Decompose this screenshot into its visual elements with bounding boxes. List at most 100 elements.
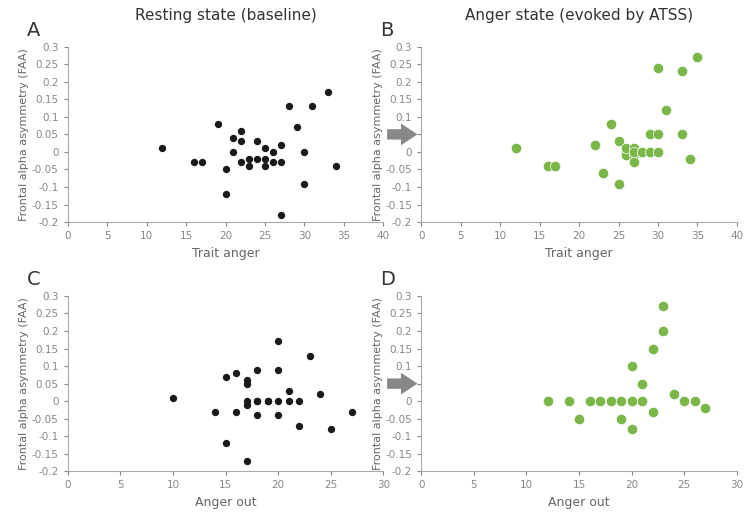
Point — [692, 53, 704, 61]
Point — [620, 151, 632, 160]
Point — [657, 302, 669, 310]
Point — [541, 162, 553, 170]
Point — [251, 137, 263, 146]
Point — [220, 165, 232, 174]
Point — [626, 425, 638, 434]
Point — [636, 397, 648, 405]
Point — [251, 397, 263, 405]
Point — [689, 397, 701, 405]
Point — [299, 148, 311, 156]
Point — [605, 397, 617, 405]
Point — [589, 141, 601, 149]
Point — [262, 397, 274, 405]
Point — [259, 162, 271, 170]
Point — [299, 179, 311, 188]
Point — [274, 141, 287, 149]
Point — [290, 123, 302, 132]
Point — [605, 397, 617, 405]
Point — [272, 337, 284, 346]
Point — [510, 145, 522, 153]
Point — [274, 159, 287, 167]
Y-axis label: Frontal alpha asymmetry (FAA): Frontal alpha asymmetry (FAA) — [372, 297, 383, 470]
Text: C: C — [26, 270, 41, 289]
Point — [274, 211, 287, 219]
Text: A: A — [26, 21, 40, 39]
Point — [613, 179, 625, 188]
Point — [594, 397, 606, 405]
Point — [620, 145, 632, 153]
Y-axis label: Frontal alpha asymmetry (FAA): Frontal alpha asymmetry (FAA) — [372, 48, 383, 221]
Point — [541, 397, 553, 405]
Point — [629, 151, 641, 160]
Point — [652, 148, 664, 156]
Point — [620, 148, 632, 156]
X-axis label: Anger out: Anger out — [548, 496, 610, 509]
Point — [626, 397, 638, 405]
Point — [629, 148, 641, 156]
Point — [615, 397, 627, 405]
Point — [626, 397, 638, 405]
Point — [251, 397, 263, 405]
Point — [259, 155, 271, 163]
Point — [626, 362, 638, 370]
Point — [684, 155, 696, 163]
Point — [272, 397, 284, 405]
Y-axis label: Frontal alpha asymmetry (FAA): Frontal alpha asymmetry (FAA) — [19, 297, 29, 470]
Point — [647, 344, 659, 353]
Point — [584, 397, 596, 405]
Point — [668, 390, 680, 398]
Point — [330, 162, 342, 170]
Point — [652, 148, 664, 156]
Point — [346, 408, 358, 416]
Point — [636, 148, 648, 156]
Point — [230, 369, 242, 377]
Point — [636, 397, 648, 405]
Point — [626, 397, 638, 405]
Point — [156, 145, 168, 153]
Point — [241, 397, 253, 405]
X-axis label: Trait anger: Trait anger — [192, 247, 259, 260]
Point — [283, 397, 295, 405]
Point — [267, 148, 279, 156]
Point — [629, 159, 641, 167]
Text: D: D — [381, 270, 395, 289]
Point — [259, 145, 271, 153]
Point — [306, 102, 318, 110]
Point — [293, 397, 305, 405]
Point — [605, 120, 617, 128]
Point — [220, 190, 232, 198]
Point — [241, 376, 253, 384]
Point — [251, 411, 263, 420]
Point — [262, 397, 274, 405]
Point — [314, 390, 326, 398]
Point — [283, 386, 295, 395]
Point — [227, 134, 239, 142]
Point — [562, 397, 575, 405]
Text: Resting state (baseline): Resting state (baseline) — [135, 8, 317, 23]
Point — [636, 148, 648, 156]
Point — [220, 372, 232, 381]
Point — [293, 422, 305, 430]
Y-axis label: Frontal alpha asymmetry (FAA): Frontal alpha asymmetry (FAA) — [19, 48, 29, 221]
Point — [644, 130, 656, 138]
Point — [235, 159, 247, 167]
Text: B: B — [381, 21, 393, 39]
Point — [220, 439, 232, 448]
Point — [629, 145, 641, 153]
Point — [211, 120, 223, 128]
Point — [272, 365, 284, 373]
Point — [676, 130, 688, 138]
Point — [235, 137, 247, 146]
Point — [660, 106, 672, 114]
Point — [251, 155, 263, 163]
X-axis label: Trait anger: Trait anger — [545, 247, 613, 260]
Point — [196, 159, 208, 167]
Point — [241, 400, 253, 409]
Point — [251, 365, 263, 373]
Point — [615, 414, 627, 423]
Point — [678, 397, 690, 405]
Point — [272, 411, 284, 420]
Point — [699, 404, 711, 412]
Point — [597, 169, 609, 177]
Point — [597, 169, 609, 177]
